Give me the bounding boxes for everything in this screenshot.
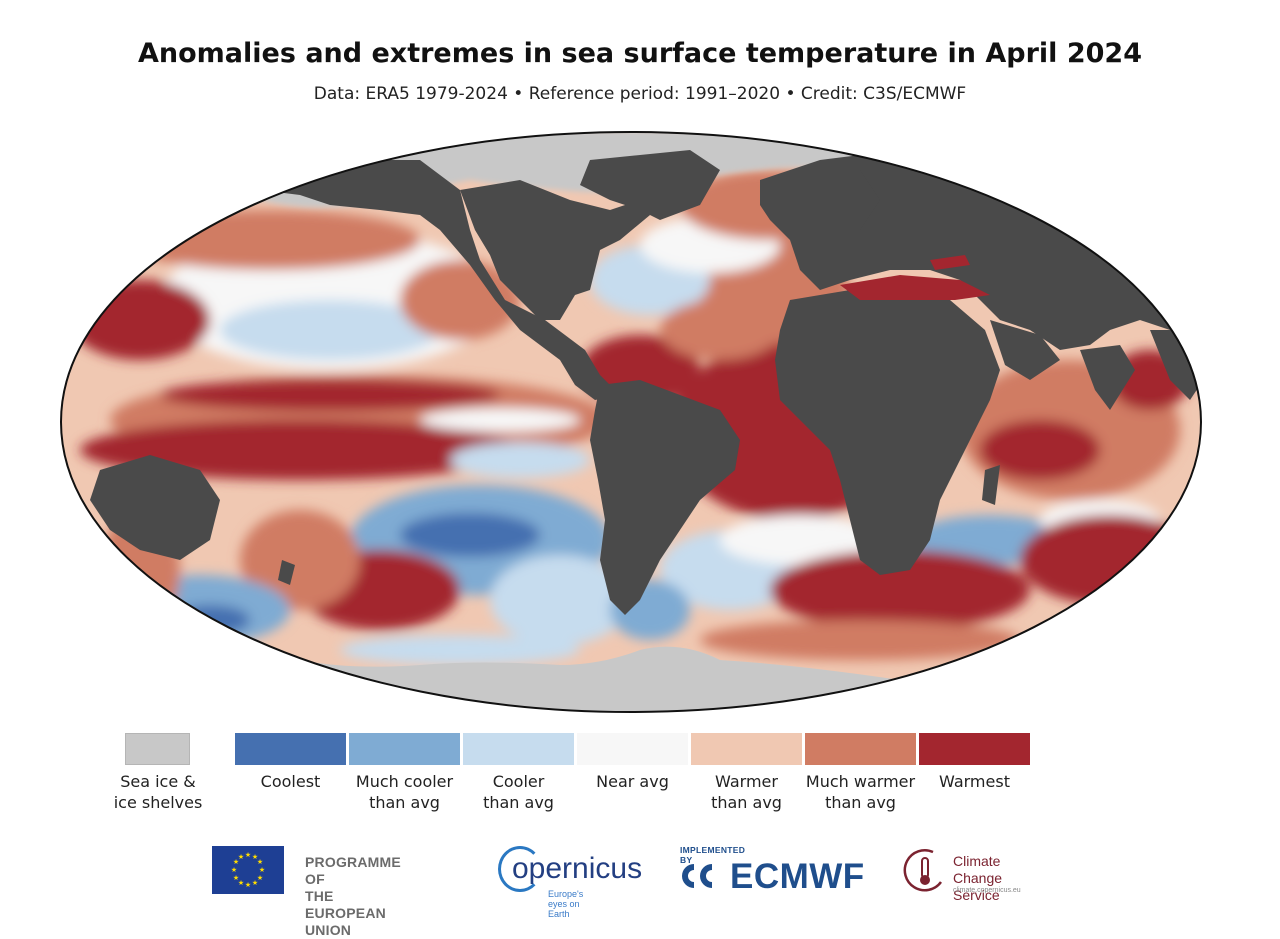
south-america <box>590 380 740 615</box>
svg-text:★: ★ <box>238 879 244 887</box>
legend-label-warmer: Warmer than avg <box>711 772 782 812</box>
svg-text:★: ★ <box>245 851 251 859</box>
c3s-label: Climate Change Service <box>953 853 1003 903</box>
south-atlantic-near-avg <box>720 515 880 565</box>
map-frame <box>60 131 1202 713</box>
copernicus-wordmark: opernicus <box>512 852 643 885</box>
greenland <box>580 150 720 220</box>
world-sst-anomaly-map <box>60 131 1202 713</box>
eu-flag-icon: ★ ★ ★ ★ ★ ★ ★ ★ ★ ★ ★ ★ <box>212 846 284 894</box>
southern-ocean-much-warmer <box>700 620 1020 660</box>
indian-ocean-warmest <box>980 420 1100 480</box>
east-pacific-near-avg <box>420 408 580 432</box>
australia <box>90 455 220 560</box>
legend-label-near-avg: Near avg <box>596 772 669 791</box>
north-tropical-pacific-warmest <box>160 379 500 411</box>
ecmwf-wordmark: ECMWF <box>730 857 865 896</box>
legend-swatch-much-cooler <box>349 733 460 765</box>
svg-text:★: ★ <box>238 853 244 861</box>
legend-label-much-warmer: Much warmer than avg <box>805 772 916 812</box>
legend-swatch-cooler <box>463 733 574 765</box>
svg-text:★: ★ <box>245 881 251 889</box>
legend-sea-ice-label: Sea ice & ice shelves <box>113 772 203 812</box>
arabia <box>990 320 1060 380</box>
africa <box>775 290 1000 575</box>
east-pacific-cool <box>450 442 590 478</box>
ecmwf-implemented-by: IMPLEMENTED BY <box>680 845 746 865</box>
legend: Sea ice & ice shelves Coolest Much coole… <box>113 733 1030 812</box>
black-sea <box>930 255 970 270</box>
legend-swatch-much-warmer <box>805 733 916 765</box>
legend-swatch-near-avg <box>577 733 688 765</box>
india <box>1080 345 1135 410</box>
madagascar <box>982 465 1000 505</box>
scandinavia <box>820 170 880 230</box>
eu-programme-label: PROGRAMME OF THE EUROPEAN UNION <box>305 854 401 938</box>
legend-label-cooler: Cooler than avg <box>483 772 554 812</box>
mediterranean-warmest <box>840 275 990 300</box>
c3s-url: climate.copernicus.eu <box>953 887 1021 894</box>
svg-text:★: ★ <box>257 874 263 882</box>
tropical-pacific-warmest <box>80 420 520 480</box>
ecmwf-logo-icon <box>682 864 712 888</box>
legend-swatch-warmer <box>691 733 802 765</box>
legend-label-much-cooler: Much cooler than avg <box>355 772 454 812</box>
copernicus-tagline: Europe's eyes on Earth <box>548 889 584 919</box>
svg-text:★: ★ <box>233 874 239 882</box>
south-pacific-much-warmer <box>240 510 360 610</box>
svg-text:★: ★ <box>231 866 237 874</box>
antarctic-sea-ice <box>100 646 1200 712</box>
svg-text:★: ★ <box>259 866 265 874</box>
canada-east <box>460 180 650 320</box>
copernicus-logo-icon <box>498 846 542 892</box>
south-pacific-coolest <box>400 513 540 557</box>
legend-label-warmest: Warmest <box>939 772 1010 791</box>
svg-text:★: ★ <box>252 879 258 887</box>
svg-text:★: ★ <box>257 858 263 866</box>
antarctic-cool <box>340 635 580 665</box>
svg-text:★: ★ <box>252 853 258 861</box>
southern-ocean-warmest <box>770 550 1030 630</box>
legend-swatch-coolest <box>235 733 346 765</box>
map-subtitle: Data: ERA5 1979-2024 • Reference period:… <box>313 84 967 104</box>
legend-label-coolest: Coolest <box>260 772 321 791</box>
c3s-thermometer-icon <box>903 849 943 892</box>
legend-sea-ice-swatch <box>125 733 190 765</box>
mid-atlantic-much-warmer <box>660 300 780 360</box>
legend-swatch-warmest <box>919 733 1030 765</box>
svg-text:★: ★ <box>233 858 239 866</box>
north-pacific-cool <box>220 300 440 360</box>
new-zealand <box>278 560 295 585</box>
south-pacific-cooler <box>490 555 630 645</box>
map-title: Anomalies and extremes in sea surface te… <box>138 38 1142 69</box>
